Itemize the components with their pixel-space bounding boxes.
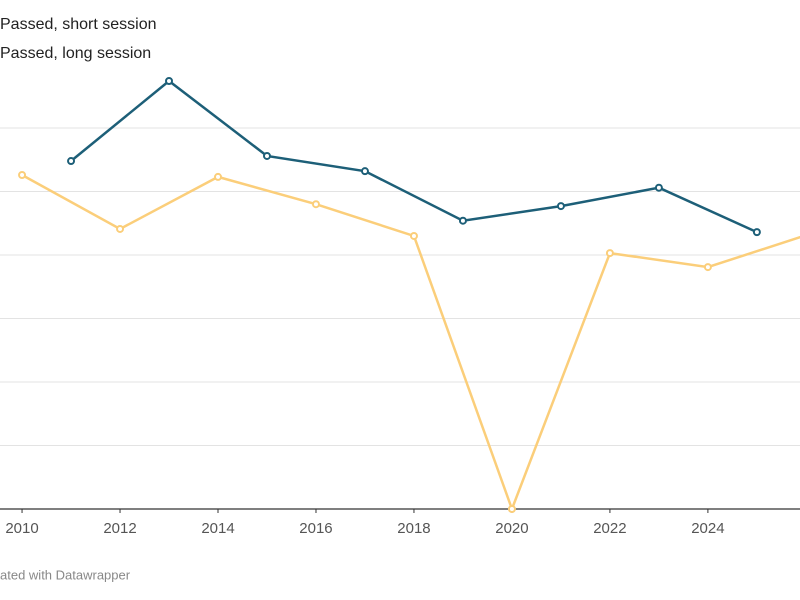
point [654, 183, 663, 192]
x-tick-label: 2016 [299, 520, 332, 537]
line [70, 79, 758, 234]
x-tick-label: 2020 [495, 520, 528, 537]
point [116, 224, 125, 233]
point [605, 249, 614, 258]
point [507, 505, 516, 513]
x-tick-label: 2022 [593, 520, 626, 537]
point [18, 170, 27, 179]
x-tick-label: 2012 [103, 520, 136, 537]
footer: ated with Datawrapper [0, 567, 131, 582]
x-tick-label: 2024 [691, 520, 724, 537]
point [360, 167, 369, 176]
point [311, 200, 320, 209]
point [262, 151, 271, 160]
x-tick-label: 2014 [201, 520, 234, 537]
line [21, 173, 800, 513]
point [703, 263, 712, 272]
point [165, 77, 174, 86]
plot-area [18, 77, 800, 513]
point [214, 172, 223, 181]
x-tick-label: 2018 [397, 520, 430, 537]
point [458, 216, 467, 225]
x-tick-label: 2010 [5, 520, 38, 537]
point [409, 231, 418, 240]
legend-label: Passed, long session [0, 45, 151, 62]
point [556, 202, 565, 211]
point [752, 228, 761, 237]
legend-label: Passed, short session [0, 16, 157, 33]
point [67, 157, 76, 166]
